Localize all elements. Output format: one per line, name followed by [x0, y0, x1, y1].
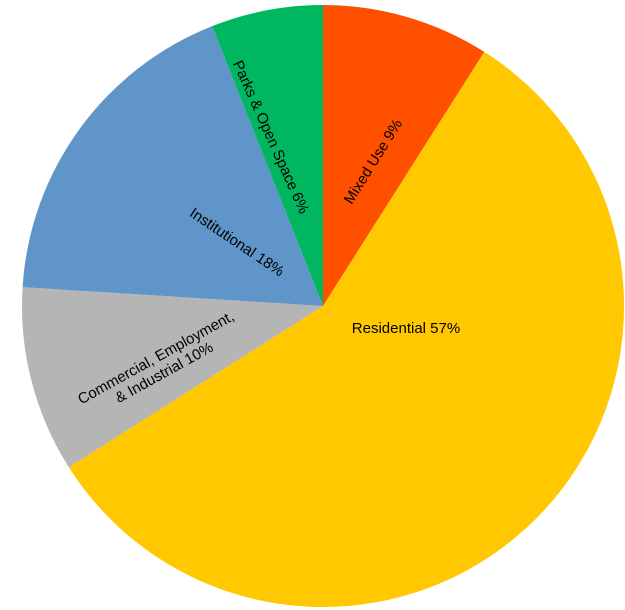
slice-label-line: Residential 57% — [352, 320, 460, 337]
slice-label-residential: Residential 57% — [352, 320, 460, 337]
pie-slices — [21, 5, 625, 608]
pie-slice-institutional — [22, 26, 324, 306]
pie-slice-parks-open-space — [212, 5, 323, 306]
pie-slice-mixed-use — [323, 5, 485, 306]
pie-slice-commercial-employment-industrial — [21, 287, 324, 468]
pie-slice-residential — [68, 51, 625, 608]
